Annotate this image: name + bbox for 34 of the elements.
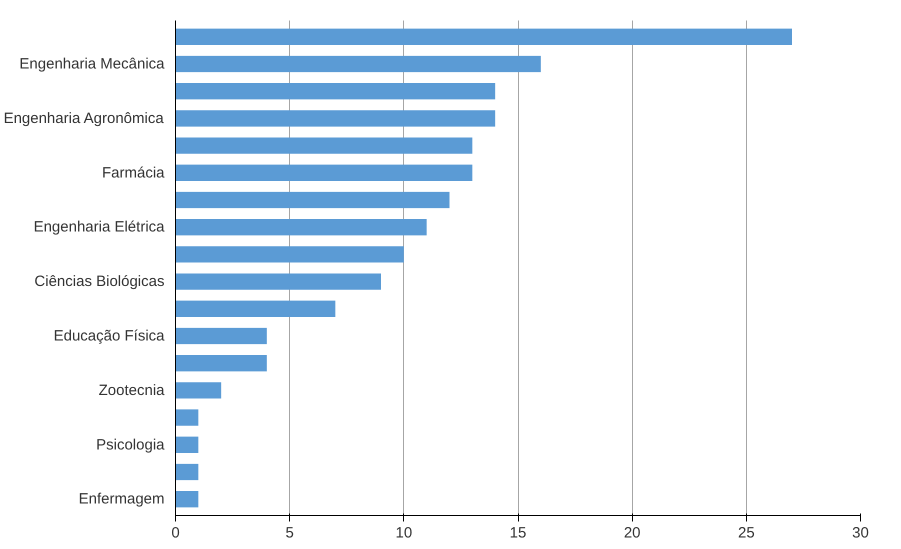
- bar: [176, 382, 222, 399]
- bar: [176, 273, 381, 290]
- x-tick-label: 25: [738, 524, 755, 542]
- x-tick-label: 5: [285, 524, 294, 542]
- y-tick-label: Engenharia Agronômica: [4, 110, 164, 127]
- x-tick-label: 30: [852, 524, 869, 542]
- x-tick-label: 20: [624, 524, 641, 542]
- bar: [176, 219, 427, 236]
- bar: [176, 56, 541, 72]
- bar: [176, 192, 450, 208]
- bar: [176, 436, 198, 453]
- bar: [176, 83, 496, 100]
- bar: [176, 110, 496, 127]
- bar: [176, 246, 404, 263]
- y-tick-label: Engenharia Elétrica: [34, 218, 166, 236]
- y-tick-label: Engenharia Mecânica: [19, 56, 166, 73]
- bar: [176, 137, 472, 154]
- bar: [176, 409, 198, 426]
- x-tick-label: 10: [395, 524, 412, 542]
- bar: [176, 28, 792, 45]
- y-tick-label: Educação Física: [54, 327, 166, 344]
- x-tick-label: 0: [171, 524, 180, 542]
- y-tick-label: Enfermagem: [78, 490, 165, 508]
- y-tick-label: Ciências Biológicas: [34, 273, 165, 290]
- y-tick-label: Farmácia: [102, 164, 166, 182]
- bar: [176, 464, 198, 480]
- bar: [176, 491, 198, 508]
- y-tick-label: Psicologia: [96, 436, 166, 454]
- y-tick-label: Zootecnia: [98, 382, 166, 399]
- bar: [176, 355, 267, 372]
- bar: [176, 164, 472, 181]
- bar: [176, 328, 267, 344]
- x-tick-label: 15: [510, 524, 526, 542]
- bar: [176, 300, 336, 317]
